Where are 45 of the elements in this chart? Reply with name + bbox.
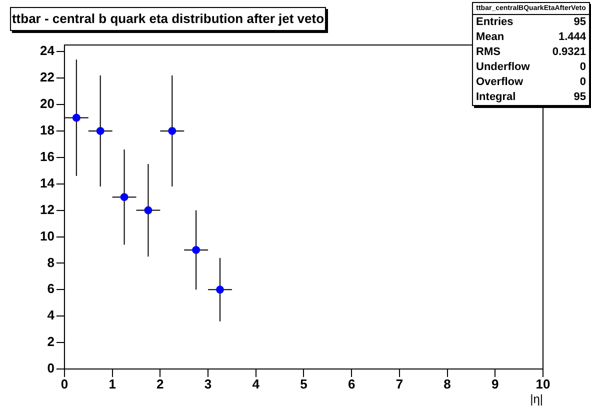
point (96, 126, 104, 135)
chart-title: ttbar - central b quark eta distribution after jet veto (10, 7, 326, 31)
text: 1.444 (558, 30, 586, 45)
x-tick-label: 10 (536, 376, 550, 392)
x-tick-label: 5 (300, 376, 308, 392)
text: Entries (476, 15, 514, 30)
point (168, 126, 176, 135)
point (72, 114, 80, 122)
text: 0 (580, 60, 586, 75)
y-tick-label: 6 (47, 281, 54, 296)
x-tick-label: 4 (252, 376, 260, 392)
y-tick-label: 2 (47, 334, 54, 350)
x-tick-label: 7 (396, 376, 404, 392)
point (144, 206, 152, 214)
y-tick-label: 12 (40, 202, 54, 217)
x-tick-label: 6 (348, 376, 356, 392)
x-tick-label: 9 (492, 376, 499, 392)
x-tick-label: 8 (444, 376, 451, 392)
y-tick-label: 10 (40, 228, 54, 244)
x-tick-label: 3 (204, 376, 212, 392)
y-tick-label: 20 (40, 96, 54, 112)
y-tick-label: 22 (40, 70, 54, 85)
y-tick-label: 18 (40, 122, 54, 138)
point (120, 193, 128, 202)
y-tick-label: 14 (40, 175, 56, 190)
point (192, 246, 200, 254)
y-tick-label: 0 (47, 360, 54, 376)
y-tick-label: 24 (40, 43, 56, 58)
point (216, 286, 224, 294)
y-tick-label: 4 (47, 308, 56, 323)
x-tick-label: 1 (108, 376, 116, 392)
text: 0 (580, 75, 586, 90)
y-tick-label: 16 (40, 148, 54, 164)
annotation: Integral (476, 90, 516, 105)
text: Mean (476, 30, 504, 45)
text: 0.9321 (552, 45, 586, 60)
x-tick-label: 2 (156, 376, 164, 392)
text: 95 (574, 90, 586, 105)
x-tick-label: 0 (60, 376, 68, 392)
x-axis-title: |η| (530, 392, 543, 406)
annotation: Overflow (476, 75, 524, 90)
text: 95 (574, 15, 586, 30)
annotation: RMS (476, 45, 500, 60)
y-tick-label: 8 (47, 254, 54, 270)
annotation: Underflow (476, 60, 530, 75)
